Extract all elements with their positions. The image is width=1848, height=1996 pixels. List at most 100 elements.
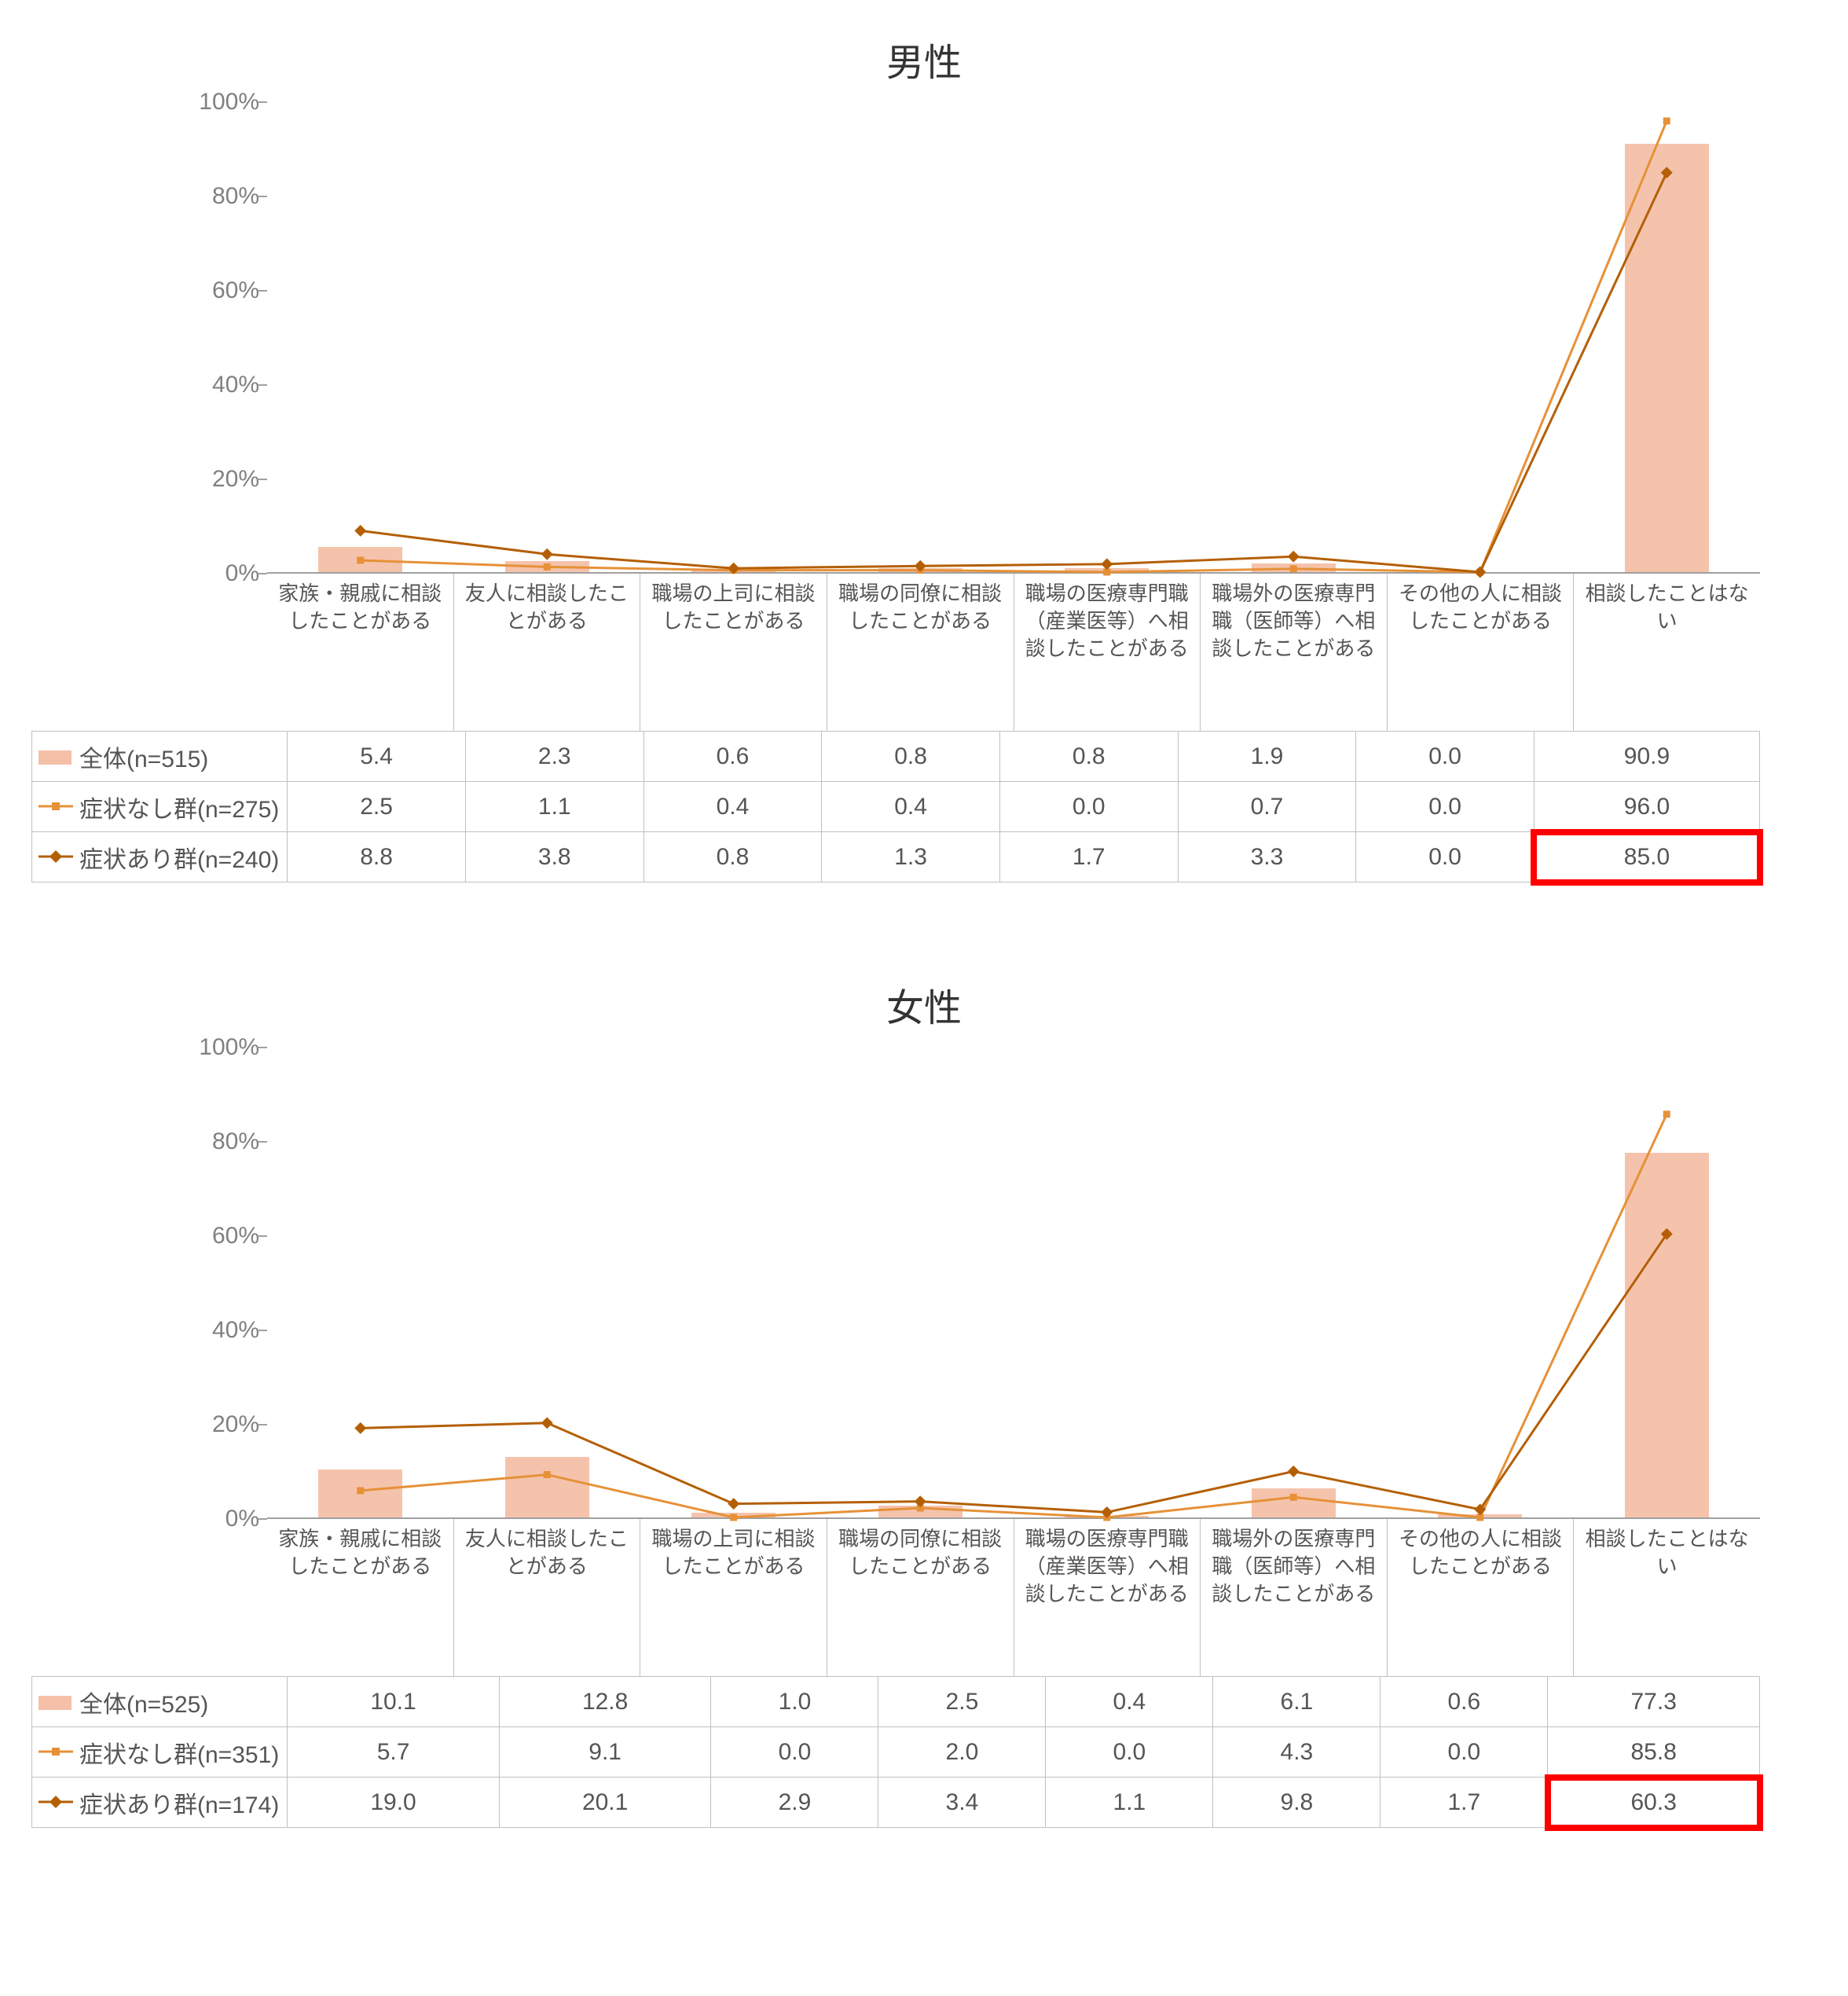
- data-cell: 90.9: [1534, 732, 1759, 782]
- data-cell: 5.7: [288, 1727, 500, 1778]
- line-overlay: [267, 102, 1760, 572]
- y-tick-label: 100%: [173, 89, 259, 116]
- y-tick-mark: [258, 1330, 267, 1331]
- y-tick-mark: [258, 479, 267, 480]
- chart-wrap: 0%20%40%60%80%100%家族・親戚に相談したことがある友人に相談した…: [31, 102, 1817, 731]
- data-cell: 1.9: [1178, 732, 1356, 782]
- legend-swatch: [38, 1789, 73, 1816]
- data-cell-highlighted: 60.3: [1548, 1778, 1760, 1828]
- data-cell: 2.0: [878, 1727, 1046, 1778]
- data-cell: 1.0: [711, 1677, 878, 1727]
- category-label: 友人に相談したことがある: [454, 1519, 641, 1676]
- legend-swatch: [38, 1689, 72, 1715]
- data-cell: 85.8: [1548, 1727, 1760, 1778]
- chart-block: 女性0%20%40%60%80%100%家族・親戚に相談したことがある友人に相談…: [31, 977, 1817, 1828]
- y-tick-mark: [258, 196, 267, 197]
- table-row: 全体(n=515)5.42.30.60.80.81.90.090.9: [32, 732, 1760, 782]
- category-label: その他の人に相談したことがある: [1388, 1519, 1575, 1676]
- data-cell: 1.1: [1046, 1778, 1213, 1828]
- y-tick-label: 80%: [173, 183, 259, 210]
- data-cell: 0.0: [1356, 832, 1534, 882]
- series-label: 全体(n=525): [79, 1692, 208, 1718]
- data-cell: 10.1: [288, 1677, 500, 1727]
- series-label-cell: 症状なし群(n=351): [32, 1727, 288, 1778]
- data-cell: 0.8: [822, 732, 1000, 782]
- data-cell: 1.3: [822, 832, 1000, 882]
- y-tick-label: 60%: [173, 1223, 259, 1249]
- data-cell: 2.5: [878, 1677, 1046, 1727]
- chart-title: 女性: [31, 977, 1817, 1032]
- category-label: 職場の上司に相談したことがある: [640, 574, 827, 731]
- y-tick-label: 100%: [173, 1034, 259, 1061]
- y-tick-mark: [258, 101, 267, 103]
- data-cell: 2.3: [465, 732, 644, 782]
- category-label: 友人に相談したことがある: [454, 574, 641, 731]
- data-cell: 9.1: [499, 1727, 711, 1778]
- table-row: 症状あり群(n=174)19.020.12.93.41.19.81.760.3: [32, 1778, 1760, 1828]
- data-cell: 12.8: [499, 1677, 711, 1727]
- data-cell: 0.0: [1380, 1727, 1548, 1778]
- category-label: 職場の上司に相談したことがある: [640, 1519, 827, 1676]
- line-overlay: [267, 1048, 1760, 1517]
- category-label: その他の人に相談したことがある: [1388, 574, 1575, 731]
- y-tick-mark: [258, 573, 267, 574]
- data-cell: 8.8: [288, 832, 466, 882]
- y-tick-label: 0%: [173, 1506, 259, 1532]
- category-label: 職場の同僚に相談したことがある: [827, 574, 1014, 731]
- chart-title: 男性: [31, 31, 1817, 86]
- table-row: 全体(n=525)10.112.81.02.50.46.10.677.3: [32, 1677, 1760, 1727]
- data-cell: 1.7: [999, 832, 1178, 882]
- category-label: 家族・親戚に相談したことがある: [267, 574, 454, 731]
- legend-swatch: [38, 794, 73, 820]
- category-label: 職場の医療専門職（産業医等）へ相談したことがある: [1014, 1519, 1201, 1676]
- table-row: 症状なし群(n=275)2.51.10.40.40.00.70.096.0: [32, 782, 1760, 832]
- y-tick-label: 60%: [173, 277, 259, 304]
- y-tick-mark: [258, 1047, 267, 1048]
- series-label-cell: 症状あり群(n=174): [32, 1778, 288, 1828]
- series-label-cell: 全体(n=515): [32, 732, 288, 782]
- y-tick-label: 80%: [173, 1128, 259, 1155]
- chart-wrap: 0%20%40%60%80%100%家族・親戚に相談したことがある友人に相談した…: [31, 1048, 1817, 1676]
- data-cell: 9.8: [1213, 1778, 1380, 1828]
- data-cell: 0.0: [1356, 732, 1534, 782]
- category-label: 相談したことはない: [1574, 574, 1760, 731]
- y-tick-label: 20%: [173, 1411, 259, 1438]
- category-label: 職場外の医療専門職（医師等）へ相談したことがある: [1201, 574, 1388, 731]
- category-label: 相談したことはない: [1574, 1519, 1760, 1676]
- data-table: 全体(n=515)5.42.30.60.80.81.90.090.9症状なし群(…: [31, 731, 1760, 882]
- data-cell: 3.4: [878, 1778, 1046, 1828]
- y-tick-mark: [258, 1424, 267, 1425]
- y-tick-mark: [258, 384, 267, 386]
- data-table: 全体(n=525)10.112.81.02.50.46.10.677.3症状なし…: [31, 1676, 1760, 1828]
- y-tick-mark: [258, 1141, 267, 1143]
- data-cell: 6.1: [1213, 1677, 1380, 1727]
- category-labels: 家族・親戚に相談したことがある友人に相談したことがある職場の上司に相談したことが…: [267, 1519, 1760, 1676]
- data-cell: 0.4: [1046, 1677, 1213, 1727]
- data-cell: 0.4: [822, 782, 1000, 832]
- series-label: 症状なし群(n=275): [79, 797, 279, 823]
- data-cell: 1.7: [1380, 1778, 1548, 1828]
- data-cell: 0.0: [1356, 782, 1534, 832]
- series-label: 症状あり群(n=174): [79, 1792, 279, 1818]
- y-tick-mark: [258, 1235, 267, 1237]
- data-cell: 5.4: [288, 732, 466, 782]
- y-tick-label: 40%: [173, 372, 259, 398]
- data-cell: 0.0: [1046, 1727, 1213, 1778]
- data-cell: 0.8: [644, 832, 822, 882]
- table-row: 症状あり群(n=240)8.83.80.81.31.73.30.085.0: [32, 832, 1760, 882]
- data-cell: 0.4: [644, 782, 822, 832]
- data-cell: 2.5: [288, 782, 466, 832]
- legend-swatch: [38, 743, 72, 770]
- chart-plot: 0%20%40%60%80%100%: [267, 102, 1760, 574]
- data-cell: 1.1: [465, 782, 644, 832]
- category-labels: 家族・親戚に相談したことがある友人に相談したことがある職場の上司に相談したことが…: [267, 574, 1760, 731]
- data-cell: 3.3: [1178, 832, 1356, 882]
- series-label: 全体(n=515): [79, 747, 208, 772]
- data-cell: 3.8: [465, 832, 644, 882]
- category-label: 職場外の医療専門職（医師等）へ相談したことがある: [1201, 1519, 1388, 1676]
- data-cell: 19.0: [288, 1778, 500, 1828]
- data-cell: 77.3: [1548, 1677, 1760, 1727]
- category-label: 職場の医療専門職（産業医等）へ相談したことがある: [1014, 574, 1201, 731]
- series-label: 症状あり群(n=240): [79, 847, 279, 873]
- data-cell: 20.1: [499, 1778, 711, 1828]
